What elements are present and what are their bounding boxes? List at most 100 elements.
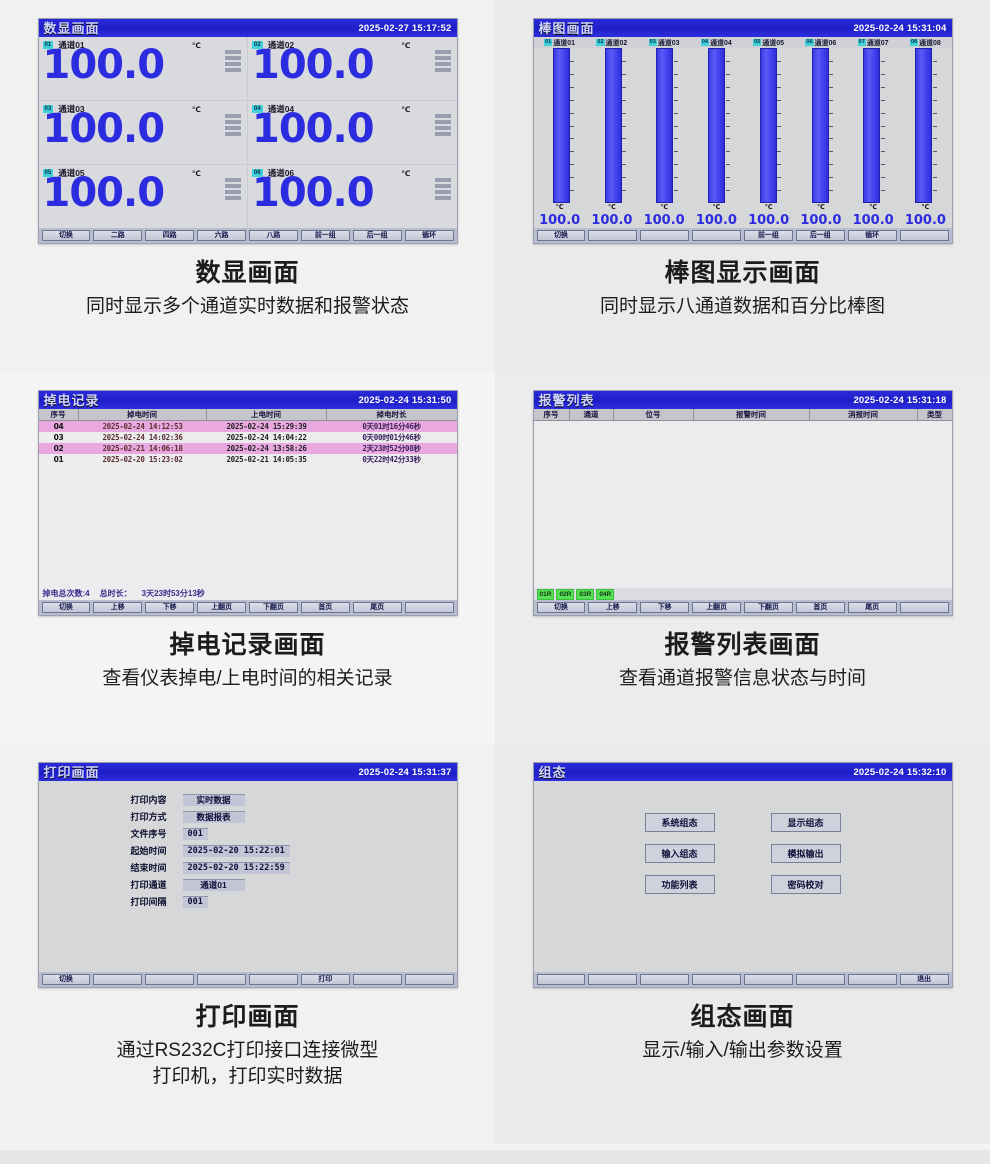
channel-value: 100.0: [591, 212, 633, 228]
softkey-button[interactable]: [536, 974, 586, 985]
table-row[interactable]: 03 2025-02-24 14:02:36 2025-02-24 14:04:…: [39, 432, 457, 443]
bar-fill: [915, 48, 933, 203]
cell-duration: 2天23时52分08秒: [362, 444, 421, 453]
softkey-button[interactable]: [847, 974, 897, 985]
softkey-button[interactable]: 下翻页: [249, 602, 298, 613]
softkey-button[interactable]: [899, 230, 949, 241]
softkey-button[interactable]: [145, 974, 195, 985]
screen-titlebar: 掉电记录 2025-02-24 15:31:50: [38, 391, 457, 409]
softkey-button[interactable]: [93, 974, 143, 985]
input-config-button[interactable]: 输入组态: [644, 844, 715, 863]
softkey-button[interactable]: 四路: [145, 230, 195, 241]
bar-plot-area: [534, 48, 952, 203]
function-list-button[interactable]: 功能列表: [644, 875, 715, 894]
softkey-button[interactable]: 后一组: [795, 230, 845, 241]
softkey-bar: 切换 二路 四路 六路 八路 前一组 后一组 循环: [38, 228, 457, 243]
configuration-button-grid: 系统组态 显示组态 输入组态 模拟输出 功能列表 密码校对: [644, 813, 841, 894]
bar-fill: [708, 48, 726, 203]
softkey-button[interactable]: [640, 974, 690, 985]
softkey-button[interactable]: [795, 974, 845, 985]
alarm-table: 序号 通道 位号 报警时间 消报时间 类型 01R 02R 03R 04R: [533, 409, 952, 600]
softkey-button[interactable]: [692, 230, 741, 241]
channel-tile[interactable]: 05 通道05 ℃ 100.0: [38, 165, 247, 228]
softkey-button[interactable]: 下移: [145, 602, 195, 613]
softkey-button[interactable]: 六路: [197, 230, 246, 241]
softkey-button[interactable]: [352, 974, 402, 985]
softkey-button[interactable]: 循环: [404, 230, 454, 241]
device-screen-power-outage-log: 掉电记录 2025-02-24 15:31:50 序号 掉电时间 上电时间 掉电…: [37, 390, 458, 616]
channel-unit: ℃: [191, 168, 201, 178]
channel-name: 通道04: [267, 104, 295, 114]
channel-name: 通道06: [267, 168, 295, 178]
softkey-button[interactable]: 前一组: [744, 230, 793, 241]
softkey-button[interactable]: [404, 602, 454, 613]
password-check-button[interactable]: 密码校对: [770, 875, 841, 894]
file-number-field[interactable]: 001: [182, 827, 208, 840]
alarm-flag-badge[interactable]: 03R: [576, 588, 595, 600]
softkey-button[interactable]: 首页: [795, 602, 845, 613]
softkey-button[interactable]: 前一组: [300, 230, 350, 241]
softkey-button[interactable]: 循环: [847, 230, 897, 241]
softkey-button-print[interactable]: 打印: [300, 974, 350, 985]
softkey-button[interactable]: [588, 230, 638, 241]
softkey-button[interactable]: 尾页: [847, 602, 897, 613]
display-config-button[interactable]: 显示组态: [770, 813, 841, 832]
table-body[interactable]: [533, 421, 952, 588]
softkey-button[interactable]: 切换: [41, 974, 91, 985]
analog-output-button[interactable]: 模拟输出: [770, 844, 841, 863]
softkey-button[interactable]: 八路: [249, 230, 298, 241]
softkey-button[interactable]: 切换: [536, 230, 586, 241]
softkey-button[interactable]: [404, 974, 454, 985]
softkey-button-exit[interactable]: 退出: [899, 974, 949, 985]
bar-tick-marks: [880, 48, 887, 203]
softkey-bar: 切换 前一组 后一组 循环: [533, 228, 952, 243]
channel-tile[interactable]: 03 通道03 ℃ 100.0: [38, 101, 247, 164]
softkey-button[interactable]: 后一组: [352, 230, 402, 241]
softkey-button[interactable]: 二路: [93, 230, 143, 241]
bar-column: [794, 48, 846, 203]
softkey-button[interactable]: [588, 974, 638, 985]
table-header-row: 序号 掉电时间 上电时间 掉电时长: [38, 409, 457, 421]
softkey-button[interactable]: 切换: [41, 230, 91, 241]
screen-timestamp: 2025-02-24 15:31:37: [358, 766, 452, 778]
panel-bar-graph: 棒图画面 2025-02-24 15:31:04 01 通道01 02 通道02 0…: [495, 0, 990, 372]
caption-subtitle: 查看通道报警信息状态与时间: [618, 668, 866, 689]
softkey-button[interactable]: 上移: [588, 602, 638, 613]
softkey-button[interactable]: 上移: [93, 602, 143, 613]
softkey-button[interactable]: 下翻页: [744, 602, 793, 613]
alarm-flag-badge[interactable]: 01R: [536, 588, 555, 600]
print-interval-field[interactable]: 001: [182, 895, 208, 908]
alarm-flag-badge[interactable]: 02R: [556, 588, 575, 600]
softkey-button[interactable]: [197, 974, 246, 985]
channel-tile[interactable]: 01 通道01 ℃ 100.0: [38, 37, 247, 100]
system-config-button[interactable]: 系统组态: [644, 813, 715, 832]
softkey-button[interactable]: 切换: [536, 602, 586, 613]
softkey-button[interactable]: 下移: [640, 602, 690, 613]
softkey-button[interactable]: [640, 230, 690, 241]
table-row[interactable]: 01 2025-02-20 15:23:02 2025-02-21 14:05:…: [39, 454, 457, 465]
softkey-button[interactable]: [744, 974, 793, 985]
end-time-field[interactable]: 2025-02-20 15:22:59: [182, 861, 290, 874]
table-row[interactable]: 02 2025-02-21 14:06:18 2025-02-24 13:58:…: [38, 443, 457, 454]
print-mode-field[interactable]: 数据报表: [182, 810, 245, 823]
softkey-button[interactable]: [692, 974, 741, 985]
softkey-button[interactable]: [249, 974, 298, 985]
softkey-button[interactable]: 上翻页: [197, 602, 246, 613]
alarm-flag-badge[interactable]: 04R: [596, 588, 615, 600]
channel-unit: ℃: [869, 204, 878, 211]
softkey-button[interactable]: [899, 602, 949, 613]
channel-tile[interactable]: 02 通道02 ℃ 100.0: [248, 37, 457, 100]
caption-subtitle: 同时显示多个通道实时数据和报警状态: [85, 296, 409, 317]
channel-tile[interactable]: 06 通道06 ℃ 100.0: [248, 165, 457, 228]
softkey-button[interactable]: 上翻页: [692, 602, 741, 613]
caption-title: 数显画面: [195, 259, 300, 287]
softkey-button[interactable]: 尾页: [352, 602, 402, 613]
softkey-button[interactable]: 首页: [300, 602, 350, 613]
start-time-field[interactable]: 2025-02-20 15:22:01: [182, 844, 290, 857]
print-content-field[interactable]: 实时数据: [182, 793, 245, 806]
channel-number-badge: 03: [648, 39, 657, 46]
table-row[interactable]: 04 2025-02-24 14:12:53 2025-02-24 15:29:…: [38, 421, 457, 432]
print-channel-field[interactable]: 通道01: [182, 878, 245, 891]
channel-tile[interactable]: 04 通道04 ℃ 100.0: [248, 101, 457, 164]
softkey-button[interactable]: 切换: [41, 602, 91, 613]
